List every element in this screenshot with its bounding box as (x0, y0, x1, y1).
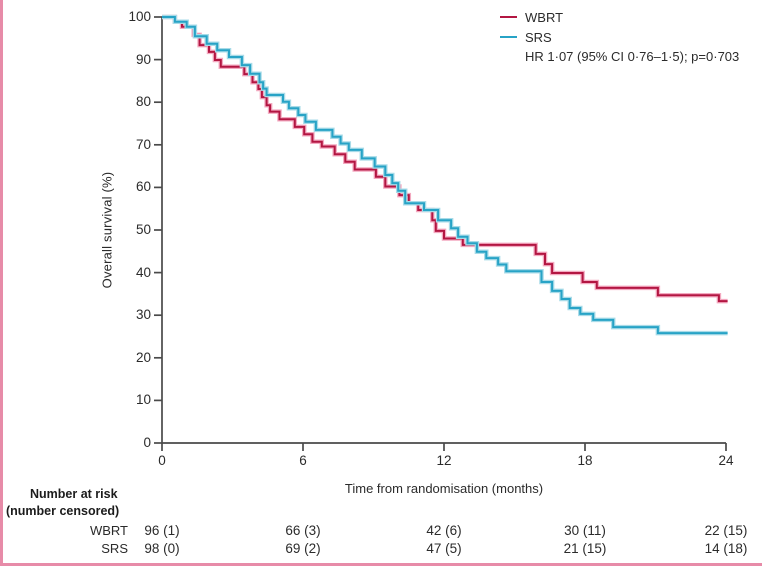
risk-cell: 47 (5) (426, 541, 462, 556)
x-tick-label: 24 (718, 453, 734, 468)
y-tick-label: 0 (143, 435, 151, 450)
y-axis-title: Overall survival (%) (99, 171, 115, 289)
y-tick-label: 60 (135, 179, 151, 195)
risk-cell: 96 (1) (144, 523, 180, 538)
y-tick-label: 30 (135, 307, 151, 323)
x-tick-label: 18 (577, 453, 593, 468)
x-tick-label: 12 (436, 453, 452, 468)
curve-srs (162, 16, 728, 335)
risk-cell: 14 (18) (704, 541, 748, 556)
y-tick-label: 10 (135, 392, 151, 408)
risk-cell: 98 (0) (144, 541, 180, 556)
km-plot-canvas (154, 14, 728, 451)
risk-cell: 30 (11) (564, 523, 606, 538)
x-tick-label: 6 (299, 453, 307, 468)
legend: WBRT SRS HR 1·07 (95% CI 0·76–1·5); p=0·… (500, 7, 739, 67)
accent-border-left (0, 0, 3, 566)
y-tick-label: 100 (128, 9, 151, 24)
y-tick-label: 40 (135, 264, 151, 280)
legend-item-srs: SRS (500, 27, 739, 47)
legend-item-wbrt: WBRT (500, 7, 739, 27)
risk-cell: 21 (15) (563, 541, 607, 556)
risk-cell: 22 (15) (704, 523, 748, 538)
y-tick-label: 70 (135, 136, 151, 152)
risk-table-subheader: (number censored) (6, 504, 120, 518)
x-axis-title: Time from randomisation (months) (344, 481, 544, 496)
y-tick-label: 20 (135, 349, 151, 365)
risk-cell: 69 (2) (285, 541, 321, 556)
x-tick-label: 0 (158, 453, 166, 468)
y-tick-label: 90 (135, 51, 151, 67)
risk-row-label-srs: SRS (101, 541, 128, 556)
legend-label-srs: SRS (525, 29, 552, 45)
risk-row-label-wbrt: WBRT (89, 523, 128, 538)
hazard-ratio-annotation: HR 1·07 (95% CI 0·76–1·5); p=0·703 (525, 49, 740, 64)
y-tick-label: 80 (135, 94, 151, 110)
curve-wbrt (162, 16, 728, 303)
legend-label-wbrt: WBRT (525, 9, 564, 25)
risk-cell: 66 (3) (285, 523, 321, 538)
risk-cell: 42 (6) (426, 523, 462, 538)
srs-line-swatch-icon (500, 36, 517, 38)
wbrt-line-swatch-icon (500, 16, 517, 18)
accent-border-bottom (0, 563, 762, 566)
risk-table-header: Number at risk (30, 487, 118, 501)
y-tick-label: 50 (135, 222, 151, 237)
